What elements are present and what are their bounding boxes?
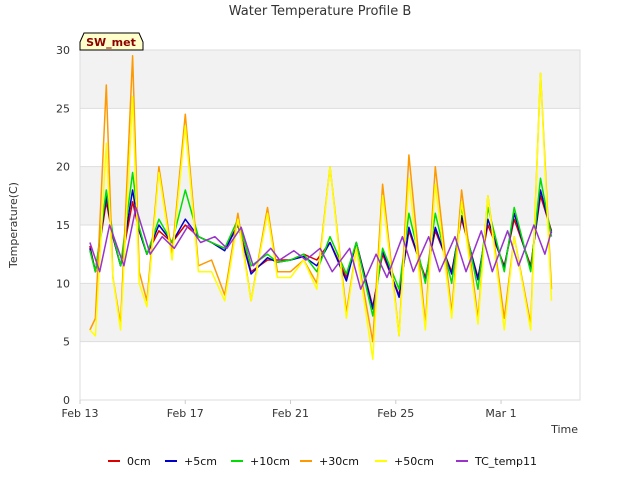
- x-tick-label: Mar 1: [485, 407, 516, 420]
- y-tick-label: 30: [56, 44, 70, 57]
- y-tick-label: 15: [56, 219, 70, 232]
- x-axis-ticks: Feb 13 Feb 17 Feb 21 Feb 25 Mar 1: [62, 400, 517, 420]
- legend-label: +10cm: [250, 455, 290, 468]
- series-line-tctemp11: [89, 206, 553, 290]
- background-bands: [80, 50, 580, 342]
- x-tick-label: Feb 17: [167, 407, 204, 420]
- y-tick-label: 20: [56, 161, 70, 174]
- background-band: [80, 50, 580, 109]
- x-axis-label: Time: [550, 423, 578, 436]
- y-axis-ticks: 0 5 10 15 20 25 30: [56, 44, 70, 407]
- legend-label: 0cm: [127, 455, 151, 468]
- badge-label: SW_met: [86, 36, 136, 49]
- chart-title: Water Temperature Profile B: [229, 4, 412, 19]
- legend-label: +50cm: [394, 455, 434, 468]
- legend-label: +5cm: [184, 455, 217, 468]
- series-lines: [89, 55, 553, 360]
- y-tick-label: 25: [56, 102, 70, 115]
- legend: 0cm +5cm +10cm +30cm +50cm TC_temp11: [108, 455, 537, 468]
- badge-shape: [79, 32, 144, 51]
- x-tick-label: Feb 13: [62, 407, 99, 420]
- y-axis-label: Temperature(C): [7, 182, 20, 269]
- y-tick-label: 10: [56, 277, 70, 290]
- x-tick-label: Feb 21: [272, 407, 309, 420]
- y-tick-label: 5: [63, 336, 70, 349]
- station-badge: SW_met: [79, 32, 144, 51]
- series-line-50cm: [89, 72, 553, 360]
- x-tick-label: Feb 25: [377, 407, 414, 420]
- y-tick-label: 0: [63, 394, 70, 407]
- plot-frame: [79, 49, 581, 401]
- legend-label: +30cm: [319, 455, 359, 468]
- background-band: [80, 283, 580, 342]
- series-line-10cm: [89, 171, 553, 317]
- legend-label: TC_temp11: [474, 455, 537, 468]
